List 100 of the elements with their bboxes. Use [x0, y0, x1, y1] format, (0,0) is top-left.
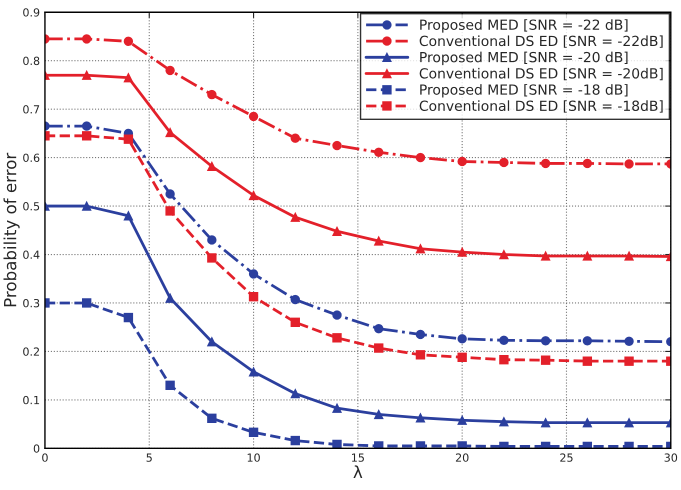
point	[540, 355, 550, 365]
point	[207, 235, 217, 245]
point	[82, 298, 92, 308]
point	[165, 206, 175, 216]
y-tick-label: 0.9	[23, 8, 40, 17]
point	[540, 418, 550, 428]
point	[124, 312, 134, 322]
point	[248, 428, 258, 438]
x-tick-label: 5	[146, 454, 152, 462]
point	[165, 380, 175, 390]
x-axis-title: λ	[353, 465, 362, 478]
point	[457, 441, 467, 448]
point	[582, 336, 592, 346]
point	[165, 189, 175, 199]
point	[499, 250, 509, 260]
legend-label: Conventional DS ED [SNR = -20dB]	[420, 68, 663, 80]
y-tick-label: 0.7	[23, 105, 40, 114]
point	[374, 324, 384, 334]
y-tick-label: 0.3	[23, 298, 40, 308]
point	[82, 201, 92, 211]
point	[82, 121, 92, 131]
legend-label: Proposed MED [SNR = -20 dB]	[420, 52, 628, 66]
point	[332, 333, 342, 343]
point	[290, 212, 300, 222]
point	[165, 66, 175, 76]
point	[248, 367, 258, 376]
y-tick-label: 0.2	[23, 347, 39, 356]
point	[124, 72, 134, 82]
point	[290, 388, 300, 398]
point	[624, 159, 634, 169]
point	[624, 251, 634, 261]
point	[332, 226, 342, 236]
x-tick-label: 10	[248, 453, 260, 462]
point	[499, 336, 509, 345]
point	[374, 441, 384, 448]
point	[332, 403, 342, 413]
point	[540, 158, 550, 168]
point	[290, 436, 300, 446]
point	[582, 251, 592, 261]
point	[457, 334, 467, 344]
y-tick-label: 0.5	[23, 202, 40, 210]
point	[165, 128, 175, 138]
point	[207, 253, 217, 263]
x-tick-label: 15	[352, 454, 364, 462]
legend-label: Proposed MED [SNR = -22 dB]	[420, 19, 628, 33]
x-tick-label: 25	[560, 453, 573, 462]
point	[374, 343, 384, 353]
legend-label: Conventional DS ED [SNR = -18dB]	[420, 100, 663, 113]
x-tick-label: 20	[456, 453, 469, 462]
point	[290, 294, 300, 304]
point	[82, 131, 92, 140]
y-tick-label: 0.4	[23, 250, 40, 259]
y-axis-title: Probability of error	[4, 152, 20, 306]
point	[499, 158, 509, 168]
point	[582, 418, 592, 428]
point	[290, 134, 300, 143]
point	[457, 416, 467, 425]
point	[457, 247, 467, 257]
point	[374, 148, 384, 157]
point	[82, 34, 92, 44]
point	[582, 356, 592, 366]
y-tick-label: 0	[34, 444, 40, 453]
y-tick-label: 0.6	[23, 154, 40, 162]
point	[457, 156, 467, 166]
point	[124, 211, 134, 220]
x-tick-label: 30	[664, 453, 678, 462]
point	[540, 336, 550, 346]
point	[416, 350, 426, 360]
point	[207, 414, 217, 423]
point	[165, 293, 175, 303]
point	[540, 251, 550, 261]
point	[248, 269, 258, 279]
point	[374, 410, 384, 420]
point	[374, 236, 384, 246]
point	[582, 158, 592, 168]
point	[499, 354, 509, 364]
point	[207, 90, 217, 100]
point	[332, 140, 342, 150]
point	[248, 112, 258, 122]
point	[416, 330, 426, 340]
point	[624, 356, 634, 366]
point	[332, 310, 342, 320]
point	[416, 413, 426, 423]
point	[124, 134, 134, 144]
point	[124, 36, 134, 46]
point	[416, 152, 426, 162]
point	[248, 292, 258, 302]
point	[624, 336, 634, 346]
point	[290, 318, 300, 328]
legend-label: Conventional DS ED [SNR = -22dB]	[420, 35, 663, 48]
point	[624, 418, 634, 428]
y-tick-label: 0.1	[23, 396, 40, 404]
point	[207, 162, 217, 172]
point	[416, 244, 426, 254]
point	[499, 417, 509, 426]
point	[82, 70, 92, 80]
legend-label: Proposed MED [SNR = -18 dB]	[420, 84, 628, 98]
x-tick-label: 0	[42, 453, 48, 462]
point	[207, 337, 217, 346]
point	[248, 190, 258, 200]
